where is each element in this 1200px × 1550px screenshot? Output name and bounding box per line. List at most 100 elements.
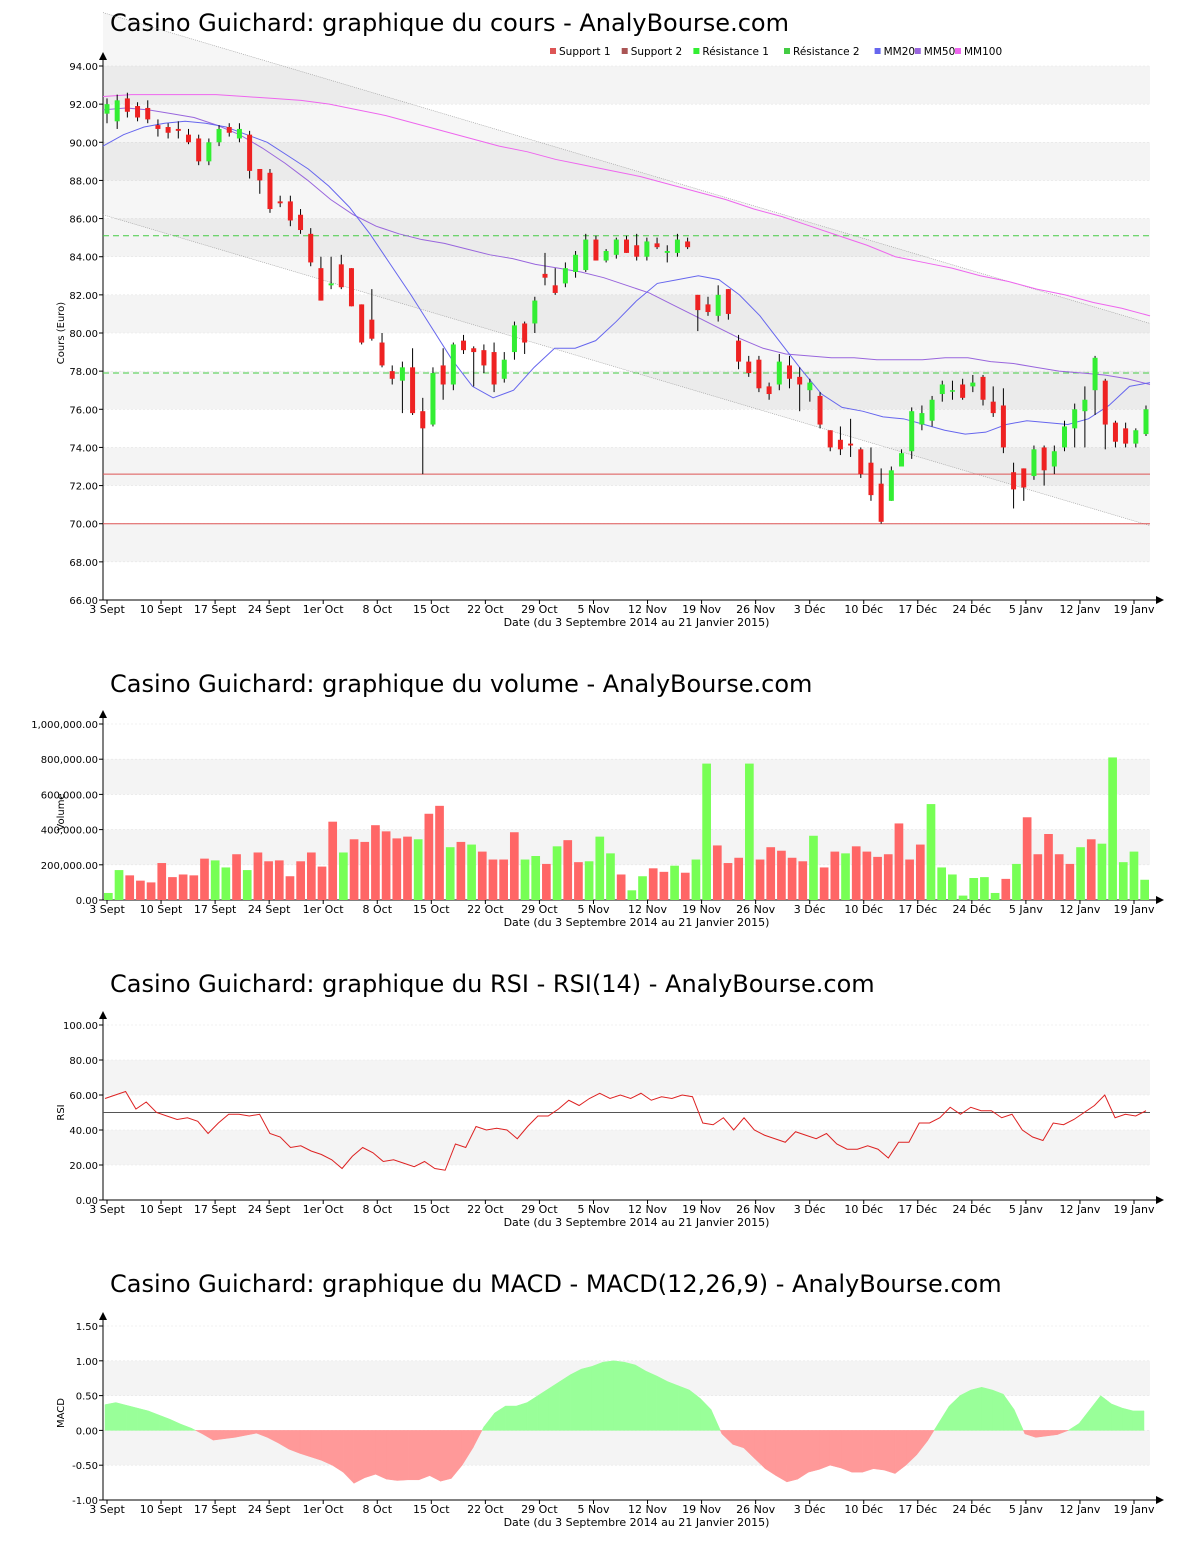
rsi-xtick-label: 29 Oct bbox=[521, 1203, 558, 1216]
macd-positive-area bbox=[689, 1389, 701, 1431]
macd-positive-area bbox=[602, 1360, 614, 1431]
macd-positive-area bbox=[1078, 1408, 1091, 1431]
price-ytick-label: 72.00 bbox=[69, 482, 98, 493]
macd-xtick-label: 1er Oct bbox=[303, 1503, 344, 1516]
rsi-x-caption: Date (du 3 Septembre 2014 au 21 Janvier … bbox=[504, 1216, 770, 1229]
macd-ytick-label: -0.50 bbox=[72, 1461, 98, 1472]
volume-xtick-label: 24 Déc bbox=[952, 903, 991, 916]
candle-body bbox=[817, 395, 823, 425]
candle-body bbox=[654, 243, 660, 248]
macd-ytick-label: 0.00 bbox=[76, 1426, 98, 1437]
price-ytick-label: 76.00 bbox=[69, 405, 98, 416]
candle-body bbox=[287, 201, 293, 221]
volume-xtick-label: 24 Sept bbox=[248, 903, 291, 916]
price-ytick-label: 80.00 bbox=[69, 329, 98, 340]
rsi-xtick-label: 22 Oct bbox=[467, 1203, 504, 1216]
candle-body bbox=[1000, 405, 1006, 448]
candle-body bbox=[736, 340, 742, 362]
legend-swatch bbox=[621, 48, 628, 54]
price-ytick-label: 82.00 bbox=[69, 291, 98, 302]
volume-bar bbox=[841, 853, 850, 900]
price-xtick-label: 15 Oct bbox=[413, 603, 450, 616]
candle-body bbox=[624, 239, 629, 253]
price-band bbox=[103, 371, 1150, 410]
volume-bar bbox=[1012, 863, 1021, 900]
price-xtick-label: 29 Oct bbox=[521, 603, 558, 616]
volume-bar bbox=[638, 876, 647, 900]
candle-body bbox=[909, 411, 915, 452]
macd-negative-area bbox=[407, 1430, 420, 1481]
candle-body bbox=[715, 294, 721, 316]
volume-xtick-label: 10 Déc bbox=[844, 903, 883, 916]
price-xtick-label: 12 Nov bbox=[628, 603, 667, 616]
volume-xtick-label: 19 Janv bbox=[1114, 903, 1155, 916]
price-xtick-label: 12 Janv bbox=[1059, 603, 1100, 616]
macd-positive-area bbox=[959, 1389, 972, 1431]
legend-label: MM50 bbox=[924, 46, 955, 58]
candle-body bbox=[389, 371, 395, 379]
volume-ytick-label: 400,000.00 bbox=[41, 826, 98, 837]
volume-bar bbox=[702, 763, 711, 900]
candle-body bbox=[685, 241, 691, 248]
price-xtick-label: 24 Déc bbox=[952, 603, 991, 616]
macd-negative-area bbox=[310, 1430, 322, 1461]
macd-negative-area bbox=[884, 1430, 896, 1474]
macd-negative-area bbox=[223, 1430, 236, 1440]
macd-positive-area bbox=[537, 1388, 549, 1431]
price-ytick-label: 90.00 bbox=[69, 138, 98, 149]
volume-bar bbox=[499, 859, 508, 900]
candle-body bbox=[776, 361, 782, 385]
macd-positive-area bbox=[580, 1366, 593, 1431]
macd-xtick-label: 12 Nov bbox=[628, 1503, 667, 1516]
macd-positive-area bbox=[624, 1361, 636, 1431]
volume-bar bbox=[937, 867, 947, 900]
candle-body bbox=[236, 128, 242, 139]
candle-body bbox=[725, 289, 731, 314]
volume-bar bbox=[435, 805, 444, 900]
legend-label: Support 2 bbox=[631, 46, 683, 58]
macd-positive-area bbox=[570, 1368, 582, 1431]
legend-label: MM100 bbox=[964, 46, 1002, 58]
macd-negative-area bbox=[1057, 1430, 1069, 1435]
candle-body bbox=[664, 250, 670, 253]
volume-y-axis-arrow bbox=[99, 710, 107, 718]
candle-body bbox=[481, 350, 487, 366]
volume-bar bbox=[915, 844, 925, 900]
legend-swatch bbox=[693, 48, 700, 54]
rsi-xtick-label: 5 Nov bbox=[577, 1203, 609, 1216]
volume-bar bbox=[552, 846, 562, 900]
price-xtick-label: 5 Nov bbox=[577, 603, 609, 616]
candle-body bbox=[786, 365, 792, 379]
candle-body bbox=[185, 134, 191, 143]
candle-body bbox=[1011, 472, 1017, 490]
rsi-xtick-label: 1er Oct bbox=[303, 1203, 344, 1216]
price-ytick-label: 74.00 bbox=[69, 443, 98, 454]
legend-swatch bbox=[955, 48, 961, 54]
candle-body bbox=[878, 483, 884, 522]
candle-body bbox=[1123, 428, 1129, 444]
rsi-band bbox=[103, 1060, 1150, 1095]
macd-positive-area bbox=[656, 1375, 669, 1431]
volume-xtick-label: 5 Janv bbox=[1009, 903, 1043, 916]
volume-bar bbox=[723, 863, 733, 900]
candle-body bbox=[267, 172, 273, 210]
candle-body bbox=[613, 239, 619, 255]
volume-bar bbox=[146, 882, 156, 900]
volume-xtick-label: 12 Janv bbox=[1059, 903, 1100, 916]
macd-negative-area bbox=[808, 1430, 820, 1473]
macd-positive-area bbox=[1013, 1409, 1024, 1431]
volume-bar bbox=[990, 892, 1000, 900]
macd-negative-area bbox=[840, 1430, 853, 1473]
volume-bar bbox=[168, 877, 177, 900]
candle-body bbox=[858, 449, 864, 475]
macd-xtick-label: 8 Oct bbox=[363, 1503, 393, 1516]
macd-negative-area bbox=[321, 1430, 333, 1466]
volume-bar bbox=[360, 841, 370, 900]
candle-body bbox=[562, 268, 568, 284]
volume-xtick-label: 3 Sept bbox=[89, 903, 125, 916]
rsi-xtick-label: 15 Oct bbox=[413, 1203, 450, 1216]
macd-positive-area bbox=[970, 1386, 982, 1431]
candle-body bbox=[1031, 449, 1037, 477]
price-xtick-label: 8 Oct bbox=[363, 603, 393, 616]
candle-body bbox=[440, 365, 446, 385]
